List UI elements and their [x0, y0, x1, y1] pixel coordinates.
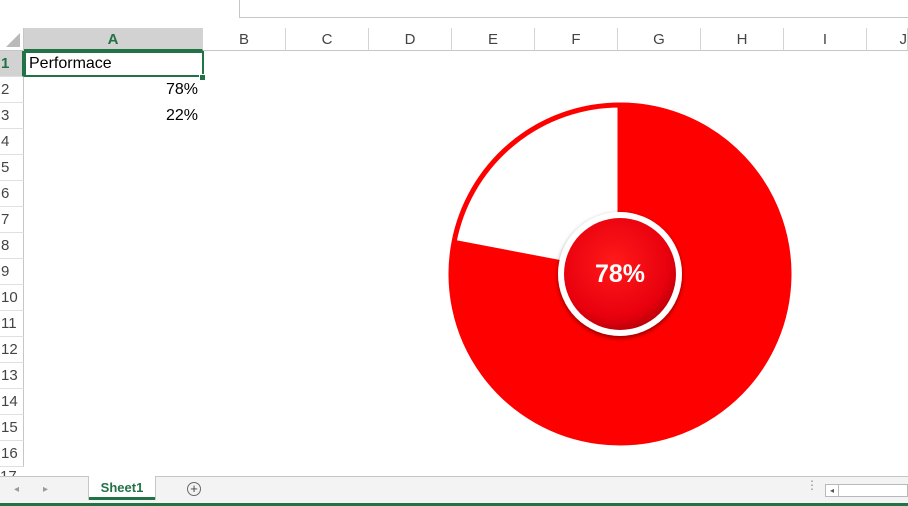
formula-bar-input[interactable]	[239, 0, 908, 18]
row-header-4[interactable]: 4	[0, 129, 24, 155]
row-header-11[interactable]: 11	[0, 311, 24, 337]
column-header-e[interactable]: E	[452, 28, 535, 51]
row-header-17[interactable]: 17	[0, 470, 24, 476]
row-header-3[interactable]: 3	[0, 103, 24, 129]
column-header-c[interactable]: C	[286, 28, 369, 51]
toolbar-area	[0, 0, 908, 28]
column-header-f[interactable]: F	[535, 28, 618, 51]
column-header-h[interactable]: H	[701, 28, 784, 51]
horizontal-scrollbar[interactable]: ◂	[825, 484, 908, 497]
next-sheet-icon[interactable]: ▸	[43, 484, 49, 495]
row-header-12[interactable]: 12	[0, 337, 24, 363]
cell-a3[interactable]: 22%	[165, 107, 198, 124]
cell-a1[interactable]: Performace	[24, 51, 204, 77]
fill-handle[interactable]	[199, 74, 206, 81]
center-value-label: 78%	[595, 260, 645, 288]
row-header-1[interactable]: 1	[0, 51, 24, 77]
column-header-d[interactable]: D	[369, 28, 452, 51]
row-header-14[interactable]: 14	[0, 389, 24, 415]
row-header-7[interactable]: 7	[0, 207, 24, 233]
sheet-tab-bar: ◂ ▸ Sheet1 + ⋮ ◂	[0, 476, 908, 506]
options-dots-icon[interactable]: ⋮	[806, 478, 818, 492]
add-sheet-icon[interactable]: +	[187, 482, 201, 496]
scroll-left-icon[interactable]: ◂	[826, 485, 839, 496]
row-header-13[interactable]: 13	[0, 363, 24, 389]
row-header-9[interactable]: 9	[0, 259, 24, 285]
row-header-10[interactable]: 10	[0, 285, 24, 311]
column-header-b[interactable]: B	[203, 28, 286, 51]
column-header-a[interactable]: A	[24, 28, 203, 51]
previous-sheet-icon[interactable]: ◂	[14, 484, 20, 495]
row-header-16[interactable]: 16	[0, 441, 24, 467]
row-header-15[interactable]: 15	[0, 415, 24, 441]
column-header-i[interactable]: I	[784, 28, 867, 51]
center-disc	[564, 218, 676, 330]
pie-slice-1[interactable]	[448, 102, 792, 446]
row-header-6[interactable]: 6	[0, 181, 24, 207]
column-header-g[interactable]: G	[618, 28, 701, 51]
select-all-triangle-icon	[6, 33, 20, 47]
cell-a2[interactable]: 78%	[165, 81, 198, 98]
select-all-corner[interactable]	[0, 28, 24, 51]
performance-pie-chart[interactable]: 78%	[0, 0, 908, 476]
sheet-tab-sheet1[interactable]: Sheet1	[89, 476, 155, 500]
row-header-5[interactable]: 5	[0, 155, 24, 181]
row-header-8[interactable]: 8	[0, 233, 24, 259]
status-bar-accent	[0, 503, 908, 506]
row-header-2[interactable]: 2	[0, 77, 24, 103]
